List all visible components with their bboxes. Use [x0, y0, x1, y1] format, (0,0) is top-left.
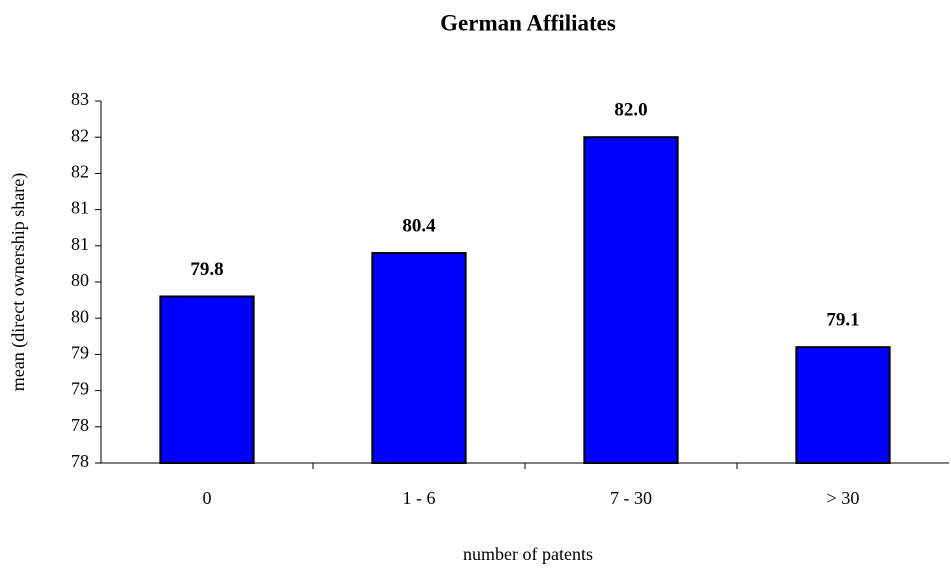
bar: [583, 136, 679, 464]
x-tick-label: 7 - 30: [610, 488, 652, 508]
y-axis-label: mean (direct ownership share): [8, 173, 29, 391]
value-label: 80.4: [402, 215, 436, 236]
value-label: 79.1: [826, 310, 859, 331]
y-tick-label: 83: [71, 89, 89, 109]
value-label: 82.0: [614, 100, 647, 121]
chart-title: German Affiliates: [440, 10, 616, 35]
y-tick-label: 79: [71, 379, 89, 399]
y-tick-label: 82: [71, 162, 89, 182]
y-tick-label: 79: [71, 343, 89, 363]
y-tick-label: 81: [71, 198, 89, 218]
bar: [159, 295, 255, 465]
y-tick-label: 78: [71, 451, 89, 471]
bar: [795, 346, 891, 464]
x-tick-label: 1 - 6: [403, 488, 436, 508]
x-tick-label: 0: [203, 488, 212, 508]
y-tick-label: 78: [71, 415, 89, 435]
y-tick-label: 80: [71, 306, 89, 326]
y-tick-label: 81: [71, 234, 89, 254]
x-tick-label: > 30: [827, 488, 860, 508]
y-tick-label: 80: [71, 270, 89, 290]
y-tick-label: 82: [71, 125, 89, 145]
bar: [371, 252, 467, 464]
value-label: 79.8: [190, 259, 223, 280]
x-axis-label: number of patents: [463, 544, 593, 564]
